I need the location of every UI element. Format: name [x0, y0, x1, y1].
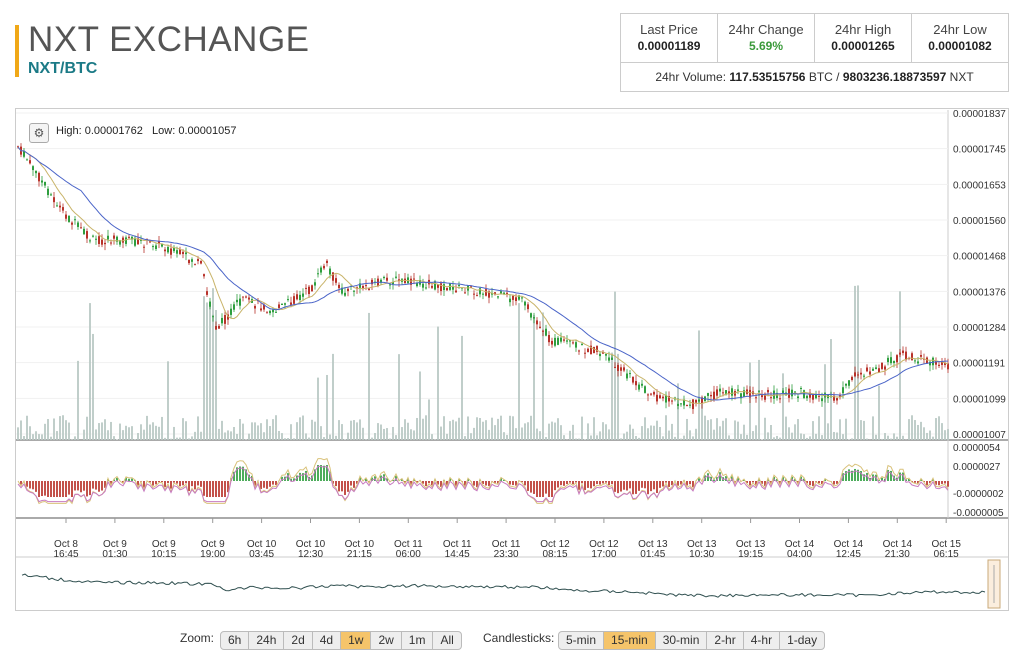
- zoom-1w-button[interactable]: 1w: [341, 632, 372, 649]
- last-price-label: Last Price: [640, 22, 698, 37]
- page-title: NXT EXCHANGE: [28, 20, 310, 59]
- volume-separator: /: [836, 70, 840, 84]
- nxt-unit: NXT: [949, 70, 974, 84]
- candlestick-buttons: 5-min 15-min 30-min 2-hr 4-hr 1-day: [558, 631, 826, 650]
- change-value: 5.69%: [748, 39, 784, 53]
- volume-row: 24hr Volume: 117.53515756 BTC / 9803236.…: [621, 63, 1008, 84]
- volume-nxt: 9803236.18873597: [842, 70, 947, 84]
- zoom-2w-button[interactable]: 2w: [371, 632, 402, 649]
- change-label: 24hr Change: [728, 22, 804, 37]
- zoom-4d-button[interactable]: 4d: [313, 632, 342, 649]
- low-value: 0.00001082: [928, 39, 992, 53]
- zoom-buttons: 6h 24h 2d 4d 1w 2w 1m All: [220, 631, 462, 650]
- volume-prefix: 24hr Volume:: [655, 70, 727, 84]
- chart-frame: [15, 108, 1009, 611]
- low-cell: 24hr Low 0.00001082: [912, 14, 1008, 62]
- zoom-24h-button[interactable]: 24h: [249, 632, 285, 649]
- zoom-2d-button[interactable]: 2d: [284, 632, 313, 649]
- candles-4-hr-button[interactable]: 4-hr: [744, 632, 781, 649]
- title-accent-bar: [15, 25, 19, 77]
- zoom-6h-button[interactable]: 6h: [221, 632, 250, 649]
- candles-30-min-button[interactable]: 30-min: [656, 632, 708, 649]
- pair-label: NXT/BTC: [28, 60, 98, 77]
- high-label: 24hr High: [834, 22, 892, 37]
- last-price-cell: Last Price 0.00001189: [621, 14, 718, 62]
- high-cell: 24hr High 0.00001265: [815, 14, 912, 62]
- zoom-1m-button[interactable]: 1m: [402, 632, 434, 649]
- zoom-all-button[interactable]: All: [440, 633, 454, 647]
- high-value: 0.00001265: [831, 39, 895, 53]
- chart-high-low: High: 0.00001762 Low: 0.00001057: [56, 125, 236, 137]
- candles-2-hr-button[interactable]: 2-hr: [707, 632, 744, 649]
- candles-5-min-button[interactable]: 5-min: [559, 632, 605, 649]
- stats-panel: Last Price 0.00001189 24hr Change 5.69% …: [620, 13, 1009, 92]
- low-label: 24hr Low: [933, 22, 987, 37]
- candles-15-min-button[interactable]: 15-min: [604, 632, 656, 649]
- chart-low-label: Low: 0.00001057: [152, 125, 237, 137]
- chart-settings-gear-icon[interactable]: ⚙: [29, 123, 49, 143]
- candlesticks-label: Candlesticks:: [483, 631, 555, 645]
- change-cell: 24hr Change 5.69%: [718, 14, 815, 62]
- volume-btc: 117.53515756: [729, 70, 806, 84]
- candles-1-day-button[interactable]: 1-day: [787, 633, 818, 647]
- btc-unit: BTC: [808, 70, 833, 84]
- last-price-value: 0.00001189: [637, 39, 701, 53]
- chart-high-label: High: 0.00001762: [56, 125, 143, 137]
- zoom-label: Zoom:: [180, 631, 215, 645]
